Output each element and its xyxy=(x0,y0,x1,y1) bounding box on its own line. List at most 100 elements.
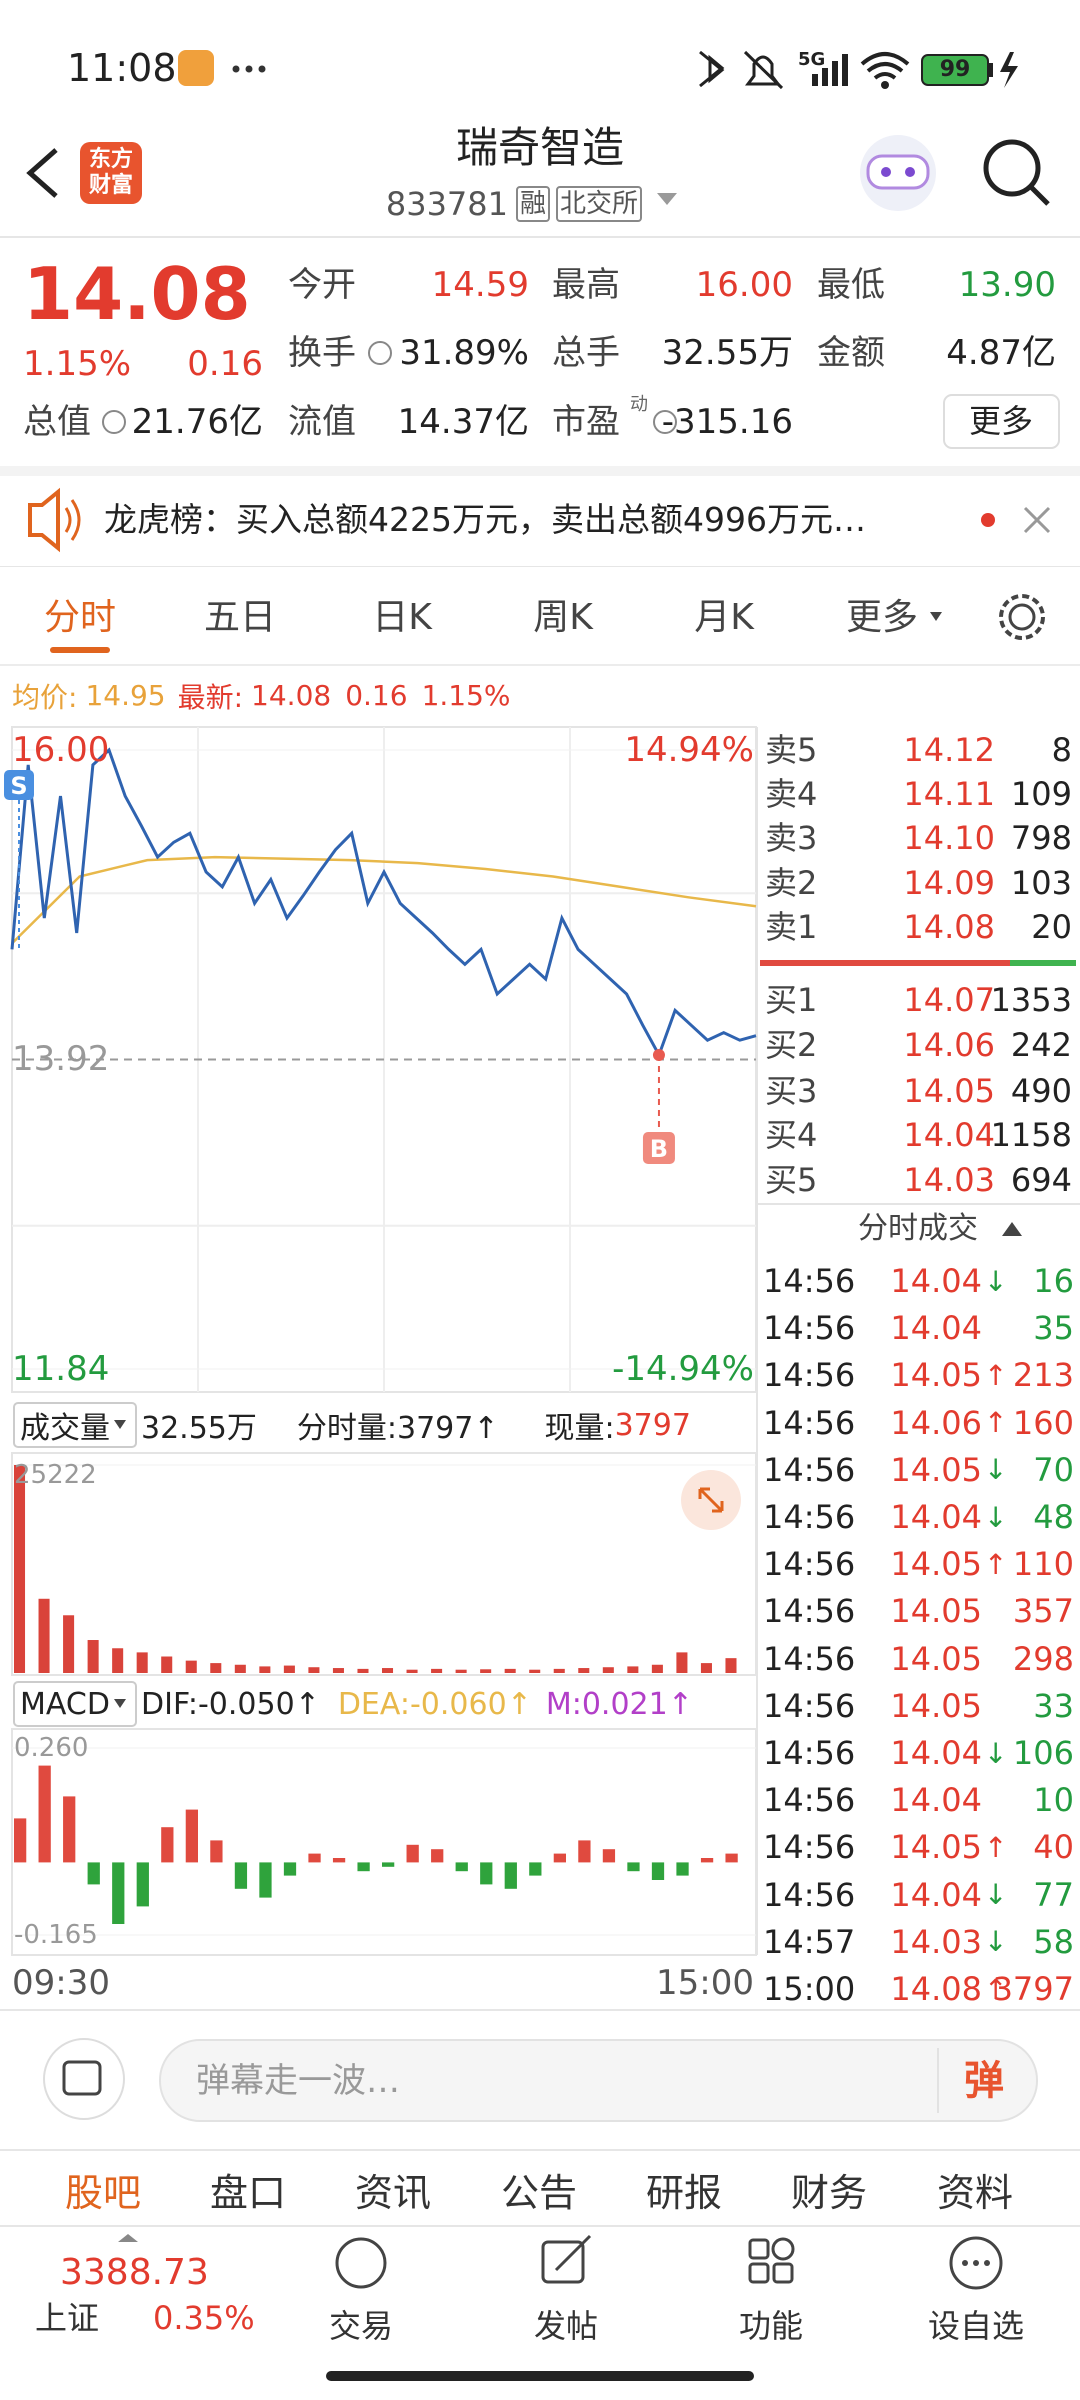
chart-tab[interactable]: 更多 xyxy=(845,596,919,638)
watchlist-icon[interactable] xyxy=(949,2236,1003,2290)
macd-bar xyxy=(357,1862,370,1872)
macd-bar xyxy=(627,1862,640,1872)
field-label: 最低 xyxy=(817,264,885,305)
order-volume: 103 xyxy=(1010,864,1072,902)
volume-selector[interactable] xyxy=(13,1402,137,1448)
banner-text[interactable]: 龙虎榜：买入总额4225万元，卖出总额4996万元… xyxy=(104,500,866,540)
bottom-tab[interactable]: 股吧 xyxy=(64,2171,142,2216)
order-label: 卖2 xyxy=(765,864,818,902)
macd-bar xyxy=(38,1765,51,1863)
bottom-tab[interactable]: 资料 xyxy=(936,2171,1014,2216)
bottom-tab[interactable]: 财务 xyxy=(790,2171,868,2216)
bottom-tab[interactable]: 研报 xyxy=(645,2171,723,2216)
chart-tab[interactable]: 日K xyxy=(372,596,432,638)
more-button-label[interactable]: 更多 xyxy=(968,402,1034,440)
info-icon[interactable] xyxy=(102,410,126,434)
nav-item[interactable]: 交易 xyxy=(328,2307,394,2345)
y-tick-label: 11.84 xyxy=(12,1348,110,1389)
chart-tab[interactable]: 周K xyxy=(533,596,593,638)
comment-input[interactable] xyxy=(159,2039,1038,2122)
macd-bar xyxy=(161,1827,174,1863)
order-price: 14.03 xyxy=(903,1161,995,1199)
trade-volume: 298 xyxy=(1012,1639,1074,1678)
nav-item[interactable]: 设自选 xyxy=(927,2307,1025,2345)
trade-time: 14:56 xyxy=(763,1403,856,1442)
bottom-tab[interactable]: 盘口 xyxy=(209,2171,287,2216)
price-line xyxy=(10,747,757,1059)
volume-bar xyxy=(627,1666,639,1673)
field-label: 流值 xyxy=(288,401,356,442)
change-amount: 0.16 xyxy=(187,343,263,384)
comment-list-button[interactable] xyxy=(43,2038,125,2120)
macd-bar xyxy=(63,1796,76,1863)
trade-price: 14.04 xyxy=(890,1262,982,1300)
nav-item[interactable]: 功能 xyxy=(738,2307,804,2345)
bottom-tab[interactable]: 公告 xyxy=(500,2171,578,2216)
volume-bar xyxy=(185,1660,197,1673)
nav-item[interactable]: 发帖 xyxy=(533,2307,599,2345)
volume-bar xyxy=(700,1663,712,1673)
field-value: 16.00 xyxy=(695,264,793,305)
field-label: 今开 xyxy=(288,264,356,305)
macd-selector-text: MACD xyxy=(20,1685,110,1724)
signal-icon xyxy=(812,74,818,86)
macd-bar xyxy=(455,1862,468,1872)
pct-label: 14.94% xyxy=(624,729,754,770)
y-tick-label: 25222 xyxy=(14,1459,97,1490)
settings-icon[interactable] xyxy=(1008,603,1036,631)
field-label: 总手 xyxy=(552,332,620,373)
x-tick-label: 09:30 xyxy=(12,1962,110,2003)
y-tick-label: 13.92 xyxy=(12,1039,110,1080)
comment-placeholder[interactable]: 弹幕走一波… xyxy=(196,2060,400,2101)
chart-tab[interactable]: 五日 xyxy=(203,596,277,638)
chart-tab[interactable]: 月K xyxy=(694,596,754,638)
volume-bar xyxy=(578,1668,590,1673)
more-button[interactable] xyxy=(943,394,1060,449)
search-icon xyxy=(1029,185,1050,206)
macd-bar xyxy=(14,1818,27,1863)
charging-icon xyxy=(1000,52,1018,88)
macd-label: MACD xyxy=(20,1686,110,1722)
search-icon[interactable] xyxy=(983,139,1041,197)
trade-time: 14:56 xyxy=(763,1545,856,1584)
field-value: 14.59 xyxy=(431,264,529,305)
market-tag: 北交所 xyxy=(556,186,643,222)
latest-value: 14.08 xyxy=(251,679,332,713)
pe-superscript: 动 xyxy=(630,393,648,415)
function-icon[interactable] xyxy=(748,2238,770,2260)
macd-header: DIF:-0.050↑ DEA:-0.060↑ M:0.021↑ xyxy=(141,1685,693,1724)
last-price: 14.08 xyxy=(23,252,251,336)
trade-icon[interactable] xyxy=(335,2237,387,2289)
back-icon[interactable] xyxy=(26,148,58,198)
index-value: 3388.73 xyxy=(60,2251,209,2293)
volume-selector-text: 成交量 xyxy=(20,1406,110,1446)
volume-label: 成交量 xyxy=(20,1411,110,1446)
info-icon[interactable] xyxy=(653,410,677,434)
macd-bar xyxy=(332,1858,346,1863)
battery-icon xyxy=(921,54,989,86)
dropdown-icon[interactable] xyxy=(657,193,677,205)
danmaku-button[interactable]: 弹 xyxy=(964,2058,1004,2104)
close-icon[interactable] xyxy=(1023,506,1051,534)
latest-label: 最新: xyxy=(177,681,244,714)
volume-bar xyxy=(725,1658,737,1673)
trade-price: 14.05 xyxy=(890,1545,982,1584)
x-tick-label: 15:00 xyxy=(656,1962,754,2003)
post-icon[interactable] xyxy=(541,2240,585,2284)
trade-time: 14:56 xyxy=(763,1498,856,1536)
field-label: 金额 xyxy=(817,332,885,373)
watchlist-icon xyxy=(973,2260,979,2266)
bottom-tab[interactable]: 资讯 xyxy=(354,2171,432,2216)
macd-bar xyxy=(602,1849,616,1863)
volume-bar xyxy=(504,1668,516,1673)
separator xyxy=(0,466,1080,476)
macd-selector[interactable] xyxy=(13,1681,137,1727)
avg-value: 14.95 xyxy=(85,679,166,713)
signal-icon xyxy=(822,68,828,86)
chart-tab[interactable]: 分时 xyxy=(43,596,117,638)
logo[interactable] xyxy=(80,142,142,204)
dropdown-icon[interactable] xyxy=(930,612,942,621)
info-icon[interactable] xyxy=(368,341,392,365)
speaker-icon[interactable] xyxy=(28,487,60,553)
